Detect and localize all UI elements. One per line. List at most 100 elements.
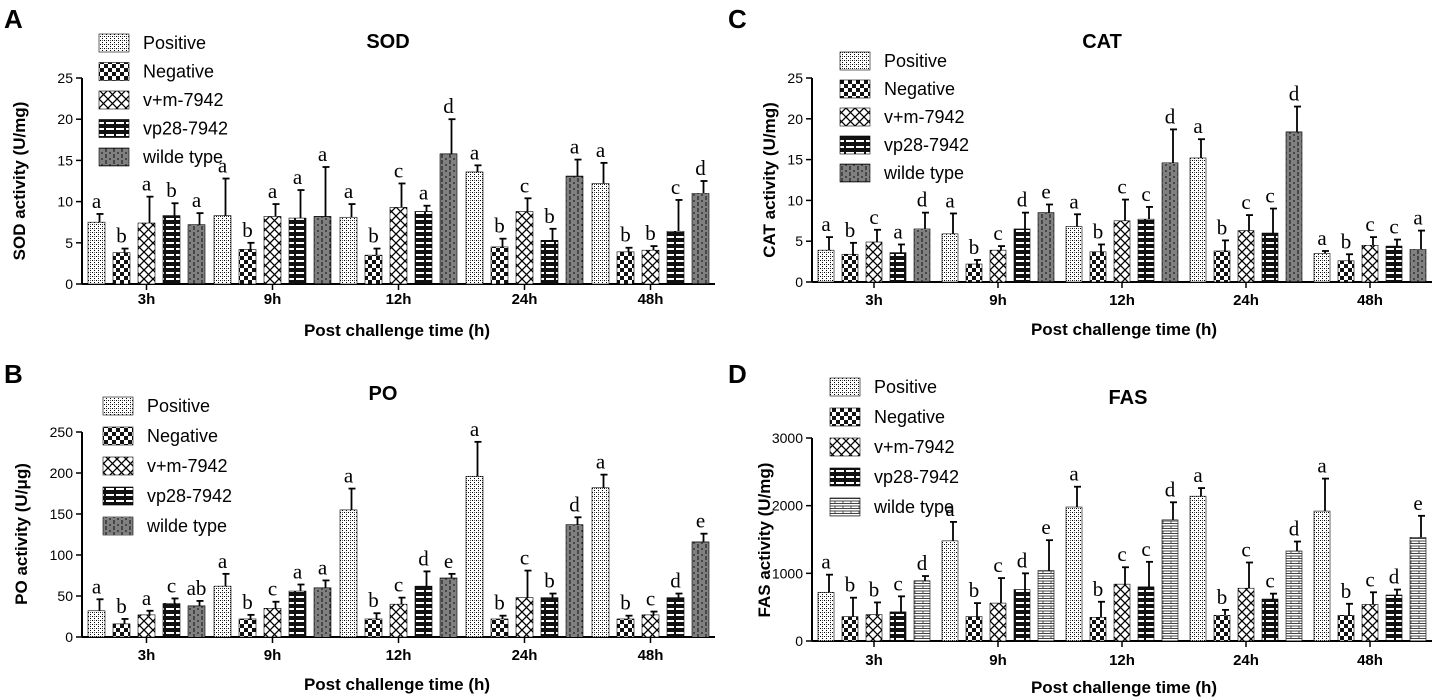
bar-v-m-7942-3h	[137, 614, 156, 638]
bar-positive-48h	[1313, 510, 1331, 642]
significance-label: c	[1117, 175, 1126, 199]
y-axis-label: FAS activity (U/mg)	[755, 463, 774, 618]
significance-label: a	[821, 550, 831, 574]
y-tick-label: 15	[787, 152, 803, 168]
significance-label: e	[1041, 179, 1050, 203]
significance-label: b	[368, 588, 379, 612]
x-tick-label-9h: 9h	[264, 647, 282, 664]
significance-label: c	[394, 158, 403, 182]
x-tick-label-48h: 48h	[638, 291, 664, 308]
y-axis-label: CAT activity (U/mg)	[760, 102, 779, 258]
bar-wilde-type-24h	[565, 175, 584, 285]
significance-label: d	[418, 546, 429, 570]
significance-label: c	[893, 571, 902, 595]
bar-v-m-7942-48h	[641, 249, 660, 285]
bar-vp28-7942-3h	[162, 603, 181, 638]
significance-label: b	[1217, 585, 1228, 609]
y-tick-label: 10	[57, 194, 73, 210]
significance-label: a	[945, 497, 955, 521]
panel-label-c: C	[728, 4, 747, 34]
bar-negative-3h	[112, 252, 131, 285]
bar-positive-24h	[1189, 495, 1207, 642]
bar-v-m-7942-48h	[641, 614, 660, 638]
x-tick-label-9h: 9h	[264, 291, 282, 308]
bar-vp28-7942-24h	[1261, 232, 1279, 283]
bar-wilde-type-9h	[1037, 212, 1055, 283]
significance-label: b	[1341, 579, 1352, 603]
legend-swatch-vp28-7942	[839, 135, 871, 155]
x-axis-label: Post challenge time (h)	[304, 321, 490, 340]
significance-label: a	[1317, 226, 1327, 250]
bar-positive-3h	[817, 591, 835, 642]
significance-label: a	[218, 549, 228, 573]
significance-label: d	[917, 188, 928, 212]
significance-label: a	[142, 586, 152, 610]
y-tick-label: 100	[50, 547, 74, 563]
legend-swatch-negative	[839, 79, 871, 99]
significance-label: b	[869, 577, 880, 601]
significance-label: a	[218, 154, 228, 178]
bar-positive-12h	[1065, 506, 1083, 642]
bar-wilde-type-12h	[1161, 162, 1179, 283]
legend-label-positive: Positive	[874, 377, 937, 397]
y-tick-label: 50	[57, 588, 73, 604]
bar-negative-48h	[616, 618, 635, 638]
y-tick-label: 20	[57, 111, 73, 127]
legend-label-negative: Negative	[884, 79, 955, 99]
x-tick-label-12h: 12h	[1109, 652, 1135, 669]
legend-label-wilde-type: wilde type	[873, 497, 954, 517]
legend: Positive Negative v+m-7942 vp28-7942 wilde t…	[98, 33, 228, 167]
x-axis-label: Post challenge time (h)	[1031, 320, 1217, 339]
bar-v-m-7942-9h	[989, 602, 1007, 642]
legend-label-wilde-type: wilde type	[142, 147, 223, 167]
bar-negative-48h	[1337, 260, 1355, 283]
legend-swatch-negative	[829, 407, 861, 427]
significance-label: d	[1017, 548, 1028, 572]
significance-label: b	[494, 214, 505, 238]
significance-label: ab	[187, 576, 207, 600]
significance-label: e	[1413, 491, 1422, 515]
chart-title: CAT	[1082, 31, 1122, 53]
significance-label: b	[845, 218, 856, 242]
bar-v-m-7942-12h	[1113, 583, 1131, 642]
bar-positive-12h	[1065, 226, 1083, 283]
x-tick-label-3h: 3h	[138, 647, 156, 664]
significance-label: b	[166, 178, 177, 202]
panel-label-a: A	[4, 4, 23, 34]
bar-v-m-7942-9h	[989, 249, 1007, 283]
significance-label: a	[596, 138, 606, 162]
bar-positive-24h	[465, 475, 484, 638]
bar-wilde-type-3h	[913, 228, 931, 283]
x-tick-label-24h: 24h	[512, 647, 538, 664]
significance-label: e	[696, 509, 705, 533]
significance-label: d	[1165, 477, 1176, 501]
legend-swatch-positive	[98, 33, 130, 53]
bar-positive-24h	[465, 171, 484, 285]
x-tick-label-12h: 12h	[1109, 292, 1135, 309]
legend-label-vp28-7942: vp28-7942	[147, 486, 232, 506]
bar-wilde-type-48h	[1409, 249, 1427, 283]
bar-positive-3h	[87, 221, 106, 285]
bar-negative-12h	[364, 618, 383, 638]
bar-positive-24h	[1189, 157, 1207, 283]
significance-label: b	[544, 569, 555, 593]
x-tick-label-48h: 48h	[1357, 652, 1383, 669]
bar-negative-24h	[490, 618, 509, 638]
legend-swatch-vp28-7942	[102, 486, 134, 506]
significance-label: c	[520, 173, 529, 197]
significance-label: b	[1093, 219, 1104, 243]
significance-label: c	[671, 175, 680, 199]
significance-label: b	[242, 590, 253, 614]
y-axis-label: SOD activity (U/mg)	[10, 102, 29, 261]
legend-swatch-positive	[839, 51, 871, 71]
significance-label: a	[268, 179, 278, 203]
legend: Positive Negative v+m-7942 vp28-7942 wilde t…	[102, 396, 232, 536]
significance-label: e	[444, 549, 453, 573]
y-tick-label: 25	[57, 70, 73, 86]
significance-label: d	[1017, 188, 1028, 212]
significance-label: a	[945, 188, 955, 212]
